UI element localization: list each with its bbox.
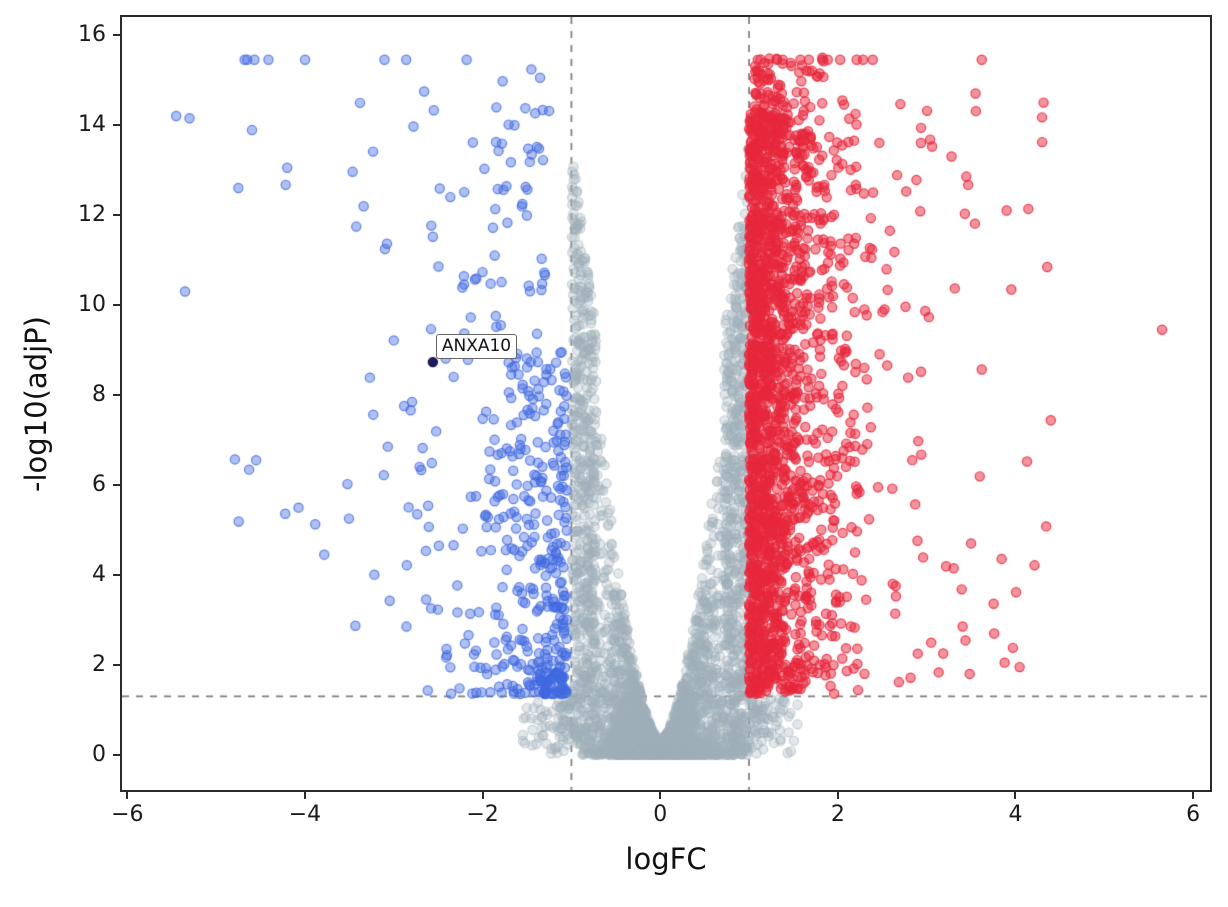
y-tick-label: 16 (78, 21, 106, 47)
x-tick-mark (1014, 792, 1017, 799)
y-tick-label: 4 (92, 561, 106, 587)
x-axis-label: logFC (625, 842, 707, 876)
y-tick-label: 6 (92, 471, 106, 497)
y-tick-mark (113, 303, 120, 306)
y-tick-label: 14 (78, 111, 106, 137)
y-tick-label: 2 (92, 651, 106, 677)
y-tick-mark (113, 483, 120, 486)
y-tick-mark (113, 123, 120, 126)
y-tick-mark (113, 33, 120, 36)
x-tick-label: 0 (653, 802, 668, 827)
y-tick-label: 12 (78, 201, 106, 227)
x-tick-mark (303, 792, 306, 799)
x-tick-label: 2 (830, 802, 845, 827)
y-tick-mark (113, 573, 120, 576)
y-tick-mark (113, 753, 120, 756)
x-tick-mark (126, 792, 129, 799)
x-tick-mark (481, 792, 484, 799)
y-tick-label: 0 (92, 741, 106, 767)
x-tick-label: −2 (466, 802, 499, 827)
axes-frame (120, 15, 1212, 792)
y-tick-label: 8 (92, 381, 106, 407)
y-tick-mark (113, 213, 120, 216)
x-tick-label: −4 (288, 802, 322, 827)
x-tick-mark (836, 792, 839, 799)
y-tick-mark (113, 393, 120, 396)
scatter-canvas (122, 17, 1210, 790)
x-tick-label: 6 (1186, 802, 1201, 827)
y-axis-label: -log10(adjP) (19, 316, 53, 492)
gene-label-annotation: ANXA10 (435, 334, 518, 360)
y-tick-mark (113, 663, 120, 666)
x-tick-label: −6 (111, 802, 144, 827)
x-tick-mark (659, 792, 662, 799)
y-tick-label: 10 (78, 291, 106, 317)
x-tick-label: 4 (1008, 802, 1023, 827)
x-tick-mark (1192, 792, 1195, 799)
